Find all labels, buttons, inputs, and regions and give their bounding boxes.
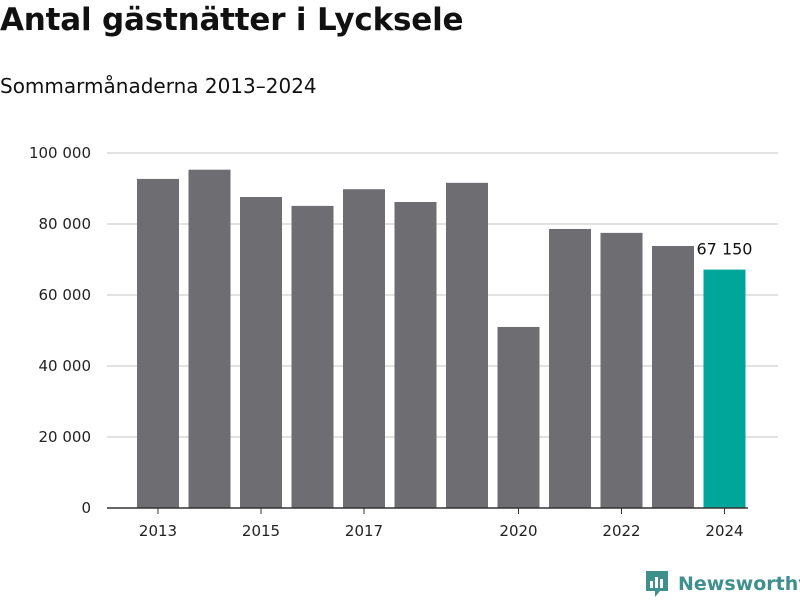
bar-2024 bbox=[703, 269, 746, 508]
y-tick-label: 0 bbox=[81, 499, 91, 517]
y-tick-label: 20 000 bbox=[39, 428, 92, 446]
bar-2021 bbox=[549, 228, 591, 508]
chart-title: Antal gästnätter i Lycksele bbox=[0, 2, 464, 38]
bar-2022 bbox=[600, 232, 643, 508]
label-layer: 67 150 bbox=[697, 240, 753, 259]
x-tick-label: 2020 bbox=[499, 522, 537, 540]
bar-layer bbox=[137, 169, 746, 509]
bar-2018 bbox=[394, 201, 437, 509]
bar-2016 bbox=[291, 205, 334, 508]
y-tick-label: 40 000 bbox=[39, 357, 92, 375]
data-label: 67 150 bbox=[697, 240, 753, 259]
x-tick-label: 2022 bbox=[602, 522, 640, 540]
axis-layer: 0 20 000 40 000 60 000 80 000 100 000 2013 2015… bbox=[29, 144, 748, 540]
bar-chart: 0 20 000 40 000 60 000 80 000 100 000 2013 2015… bbox=[29, 144, 778, 540]
x-tick-label: 2015 bbox=[242, 522, 280, 540]
y-tick-label: 100 000 bbox=[29, 144, 91, 162]
newsworthy-logo-text: Newsworthy bbox=[678, 573, 800, 595]
newsworthy-logo-icon bbox=[646, 571, 668, 597]
newsworthy-logo: Newsworthy bbox=[644, 568, 800, 600]
chart-subtitle: Sommarmånaderna 2013–2024 bbox=[0, 74, 317, 98]
bar-2019 bbox=[446, 182, 488, 508]
bar-2023 bbox=[652, 246, 694, 508]
bar-2015 bbox=[240, 197, 282, 508]
bar-2017 bbox=[343, 189, 385, 508]
bar-2014 bbox=[188, 169, 231, 508]
x-tick-label: 2024 bbox=[705, 522, 743, 540]
y-tick-label: 60 000 bbox=[39, 286, 92, 304]
x-tick-label: 2017 bbox=[345, 522, 383, 540]
y-tick-label: 80 000 bbox=[39, 215, 92, 233]
bar-2020 bbox=[497, 326, 540, 508]
bar-2013 bbox=[137, 178, 179, 509]
x-tick-label: 2013 bbox=[139, 522, 177, 540]
